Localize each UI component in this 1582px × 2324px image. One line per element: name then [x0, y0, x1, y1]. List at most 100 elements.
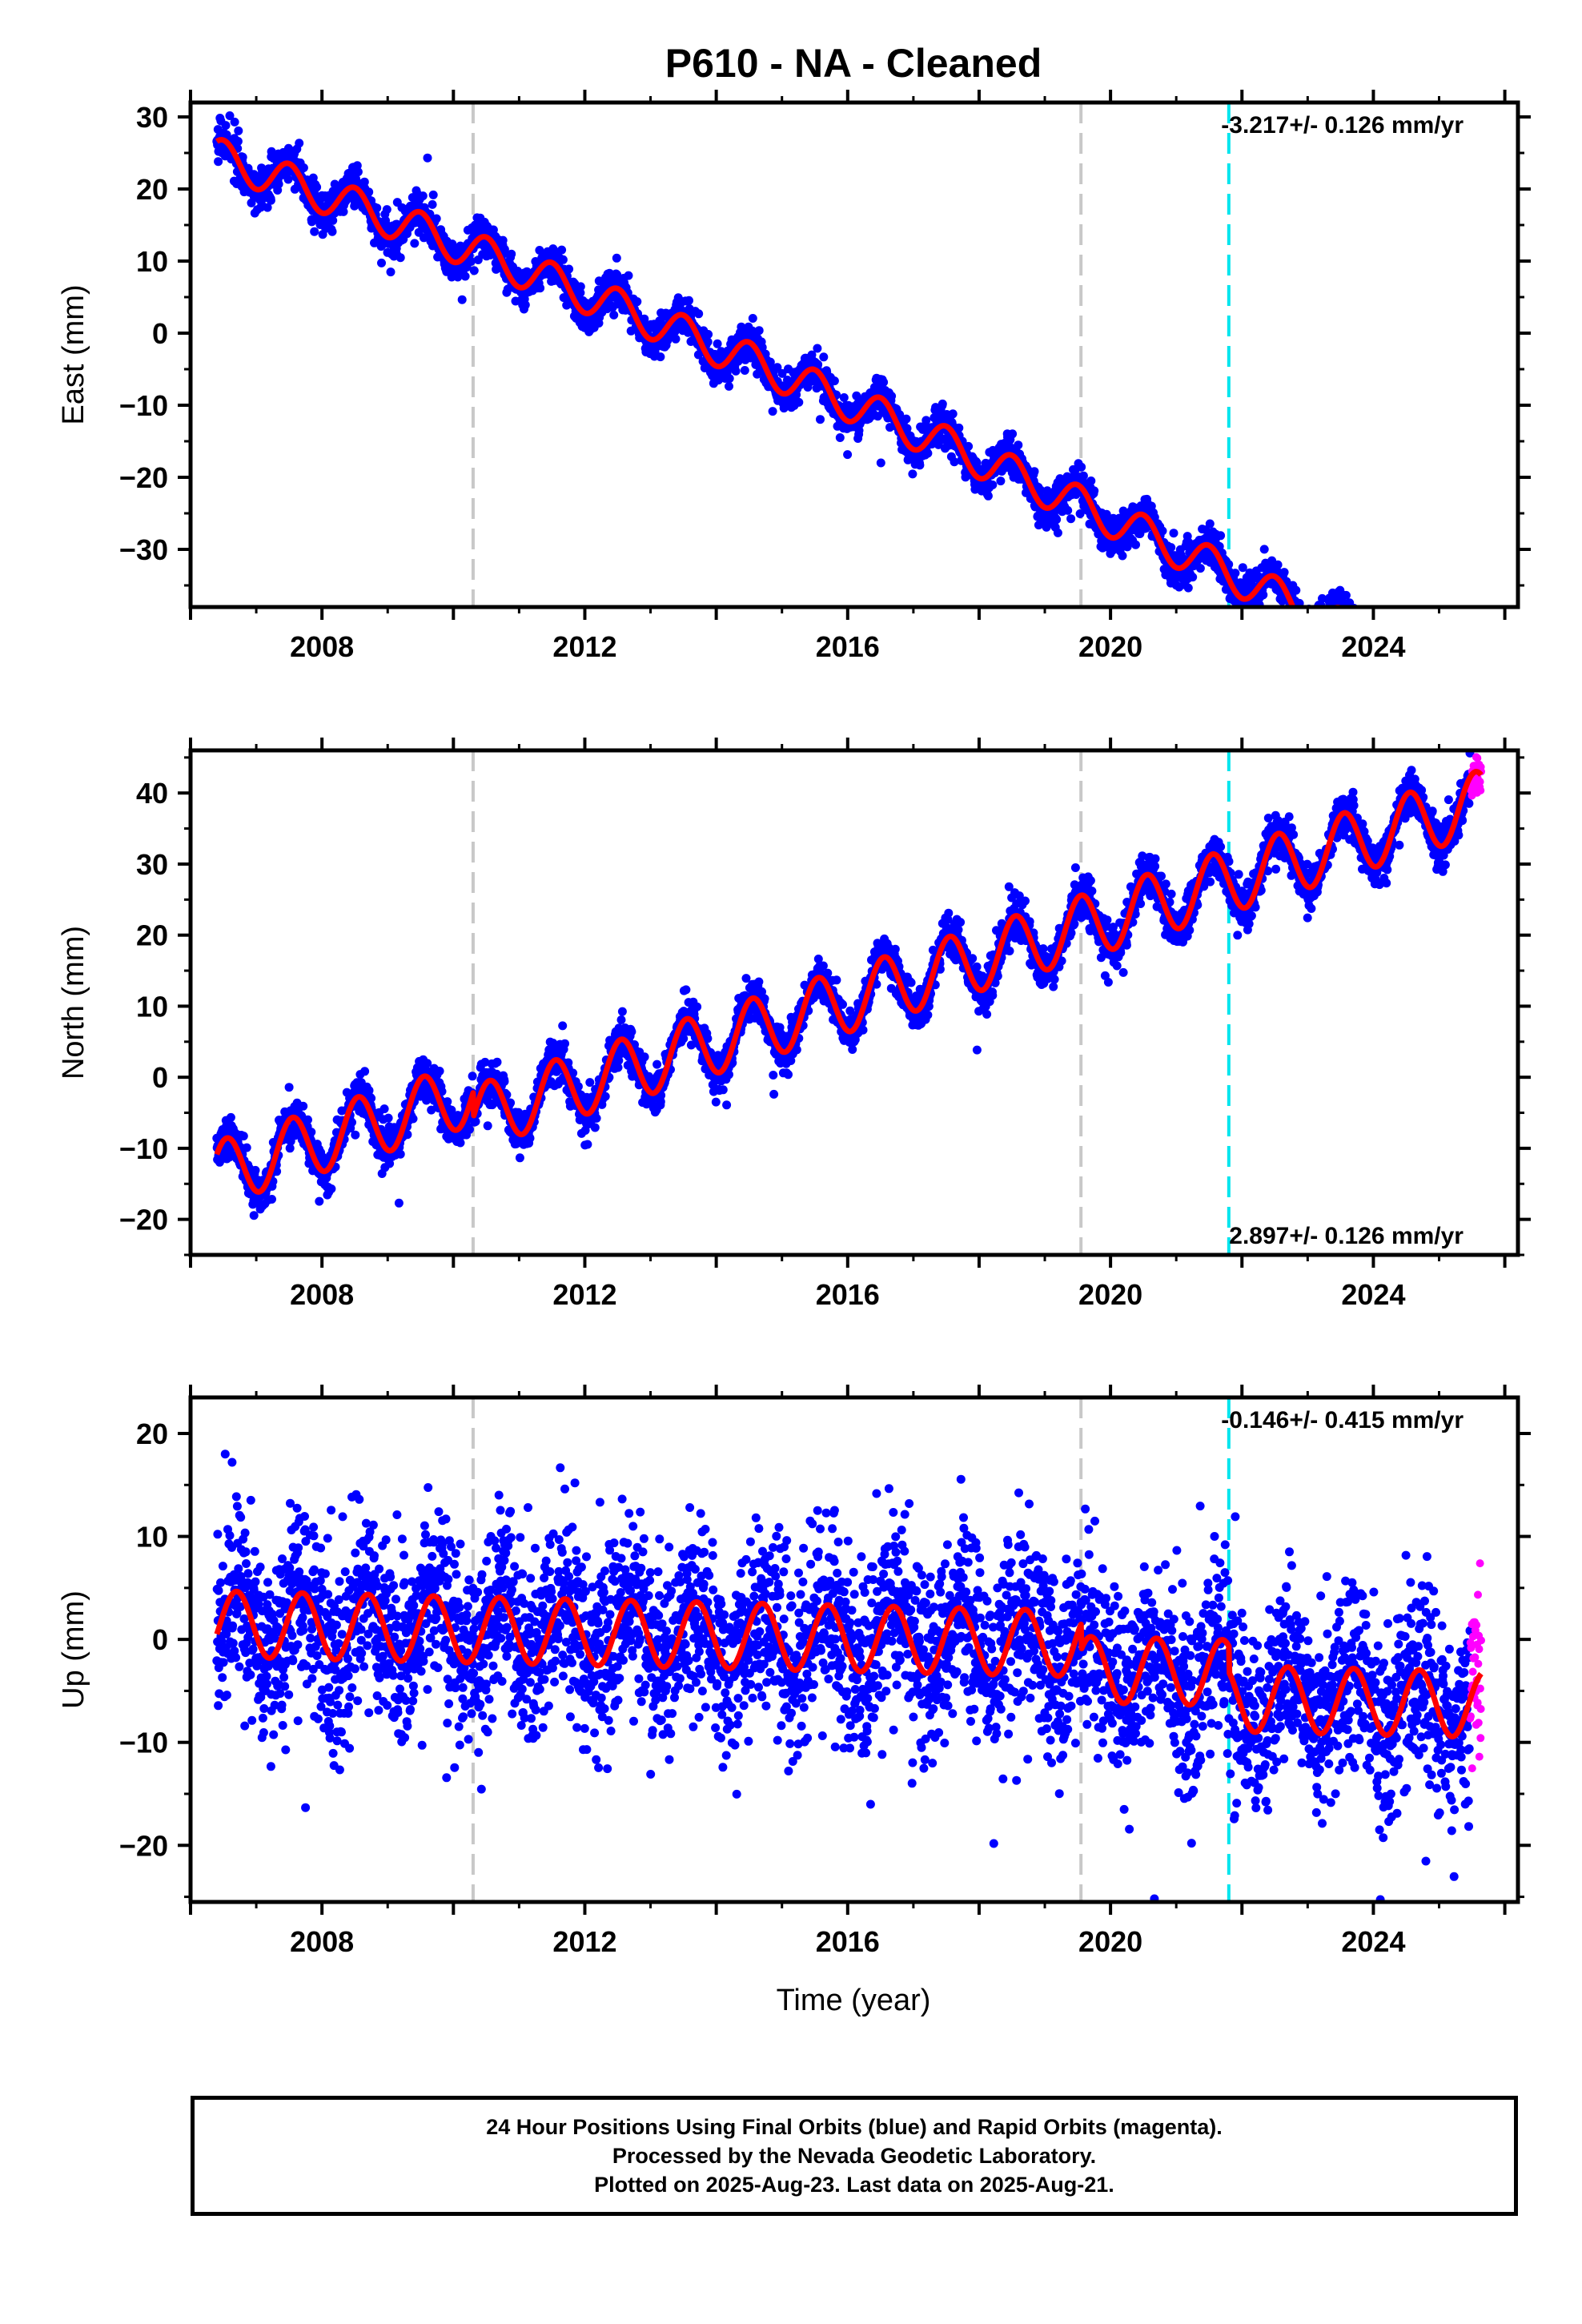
final-orbit-point — [1420, 665, 1429, 673]
final-orbit-point — [1442, 686, 1451, 695]
final-orbit-point — [1317, 614, 1326, 623]
final-orbit-point — [1316, 613, 1325, 621]
final-orbit-point — [1431, 682, 1439, 691]
final-orbit-point — [1331, 613, 1339, 622]
final-orbit-point — [1426, 676, 1435, 685]
final-orbit-point — [1432, 690, 1441, 699]
final-orbit-point — [1301, 652, 1310, 661]
rapid-orbit-point — [1468, 672, 1476, 680]
final-orbit-point — [1316, 617, 1325, 626]
final-orbit-point — [488, 225, 498, 235]
final-orbit-point — [230, 117, 239, 127]
final-orbit-point — [671, 334, 681, 344]
final-orbit-point — [1464, 660, 1473, 669]
final-orbit-point — [1456, 686, 1464, 694]
final-orbit-point — [1460, 673, 1468, 682]
final-orbit-point — [1066, 514, 1076, 524]
final-orbit-point — [1382, 663, 1391, 672]
final-orbit-point — [1439, 699, 1447, 708]
final-orbit-point — [1411, 632, 1420, 641]
final-orbit-point — [843, 450, 853, 460]
final-orbit-point — [1330, 610, 1339, 619]
final-orbit-point — [457, 295, 467, 304]
rapid-orbit-point — [1474, 679, 1482, 687]
final-orbit-point — [364, 187, 374, 197]
final-orbit-point — [1327, 612, 1335, 621]
final-orbit-point — [1415, 648, 1423, 657]
final-orbit-point — [1331, 613, 1340, 621]
rapid-orbit-point — [1474, 678, 1482, 686]
final-orbit-point — [498, 235, 508, 245]
final-orbit-point — [428, 199, 437, 209]
final-orbit-point — [1464, 678, 1473, 687]
final-orbit-point — [1293, 611, 1302, 620]
final-orbit-point — [1090, 486, 1099, 496]
final-orbit-point — [1298, 609, 1307, 617]
final-orbit-point — [612, 253, 621, 263]
final-orbit-point — [1456, 660, 1465, 669]
y-tick-label: 0 — [152, 317, 168, 350]
rapid-orbit-point — [1467, 656, 1475, 664]
final-orbit-point — [1456, 672, 1464, 681]
final-orbit-point — [1030, 467, 1039, 476]
final-orbit-point — [383, 1113, 393, 1123]
final-orbit-point — [1169, 529, 1178, 538]
final-orbit-point — [1307, 628, 1316, 637]
final-orbit-point — [1443, 692, 1452, 701]
final-orbit-point — [408, 1114, 418, 1124]
final-orbit-point — [713, 339, 722, 348]
final-orbit-point — [267, 1195, 276, 1204]
final-orbit-point — [1321, 624, 1330, 633]
final-orbit-point — [1455, 684, 1464, 693]
rapid-orbit-point — [1471, 667, 1479, 675]
rapid-orbit-point — [1473, 673, 1481, 681]
final-orbit-point — [1315, 633, 1324, 642]
final-orbit-point — [1322, 618, 1331, 627]
final-orbit-point — [1306, 617, 1315, 625]
final-orbit-point — [1375, 665, 1383, 673]
final-orbit-point — [1464, 672, 1472, 681]
final-orbit-point — [1431, 673, 1439, 682]
final-orbit-point — [1427, 661, 1435, 670]
final-orbit-point — [1409, 639, 1418, 648]
final-orbit-point — [1425, 675, 1434, 684]
final-orbit-point — [656, 352, 665, 362]
y-tick-label: 10 — [136, 245, 168, 278]
final-orbit-point — [1322, 613, 1331, 621]
rapid-orbit-point — [1466, 672, 1474, 680]
final-orbit-point — [1307, 614, 1315, 623]
final-orbit-point — [1289, 615, 1298, 624]
rapid-orbit-point — [1476, 680, 1484, 688]
final-orbit-point — [1423, 668, 1432, 677]
final-orbit-point — [1430, 683, 1439, 692]
final-orbit-point — [1398, 620, 1407, 629]
final-orbit-point — [1442, 706, 1451, 715]
rapid-orbit-point — [1474, 686, 1482, 694]
final-orbit-point — [1413, 663, 1422, 672]
final-orbit-point — [1450, 683, 1459, 692]
final-orbit-point — [1304, 636, 1313, 645]
final-orbit-point — [423, 153, 432, 163]
final-orbit-point — [435, 1067, 444, 1076]
final-orbit-point — [1419, 657, 1427, 665]
final-orbit-point — [1379, 670, 1387, 679]
final-orbit-point — [303, 1115, 312, 1124]
final-orbit-point — [1307, 621, 1316, 629]
final-orbit-point — [1393, 665, 1402, 673]
final-orbit-point — [1406, 629, 1415, 638]
final-orbit-point — [839, 393, 849, 402]
final-orbit-point — [339, 207, 348, 216]
final-orbit-point — [1342, 615, 1351, 624]
final-orbit-point — [1341, 613, 1350, 622]
rapid-orbit-point — [1476, 700, 1484, 708]
final-orbit-point — [1347, 619, 1355, 628]
final-orbit-point — [1453, 673, 1462, 682]
final-orbit-point — [1434, 686, 1443, 694]
final-orbit-point — [1454, 680, 1463, 689]
final-orbit-point — [1411, 637, 1420, 646]
final-orbit-point — [1452, 677, 1460, 686]
final-orbit-point — [1433, 682, 1442, 690]
final-orbit-point — [1309, 626, 1318, 635]
final-orbit-point — [1457, 659, 1466, 668]
